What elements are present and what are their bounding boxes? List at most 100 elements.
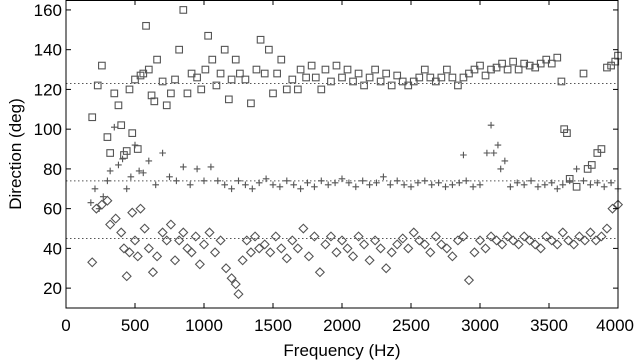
square-marker xyxy=(110,89,119,98)
diamond-marker xyxy=(574,231,585,242)
square-marker xyxy=(503,65,512,74)
diamond-marker xyxy=(364,255,375,266)
diamond-marker xyxy=(226,273,237,284)
diamond-marker xyxy=(194,259,205,270)
square-marker xyxy=(128,129,137,137)
square-marker xyxy=(349,77,357,86)
diamond-marker xyxy=(186,247,197,258)
square-marker xyxy=(327,77,335,86)
square-marker xyxy=(204,31,212,40)
diamond-marker xyxy=(381,263,392,274)
plus-marker xyxy=(460,151,467,159)
diamond-marker xyxy=(392,239,403,250)
diamond-marker xyxy=(552,239,563,250)
square-marker xyxy=(404,81,413,90)
diamond-marker xyxy=(386,247,397,258)
diamond-marker xyxy=(359,239,370,250)
square-marker xyxy=(542,55,551,64)
y-tick-label: 20 xyxy=(43,279,62,298)
square-marker xyxy=(247,99,255,108)
diamond-marker xyxy=(557,227,568,238)
diamond-marker xyxy=(121,271,132,282)
square-marker xyxy=(354,69,363,78)
diamond-marker xyxy=(157,227,168,238)
y-tick-label: 120 xyxy=(34,80,62,99)
plus-marker xyxy=(387,181,394,189)
diamond-marker xyxy=(204,227,215,238)
diamond-marker xyxy=(596,231,607,242)
plus-marker xyxy=(228,185,235,193)
square-marker xyxy=(277,55,286,64)
plus-marker xyxy=(111,123,118,131)
diamond-marker xyxy=(403,243,414,254)
square-marker xyxy=(117,121,126,130)
square-marker xyxy=(282,85,291,94)
diamond-marker xyxy=(408,227,419,238)
diamond-marker xyxy=(524,235,535,246)
plus-marker xyxy=(490,149,498,157)
square-marker xyxy=(520,59,529,68)
plus-marker xyxy=(507,183,514,191)
x-axis: 0 500 1000 1500 2000 2500 3000 3500 4000 xyxy=(61,0,634,335)
plus-marker xyxy=(483,149,491,157)
plus-marker xyxy=(580,177,587,185)
diamond-marker xyxy=(270,231,281,242)
square-marker xyxy=(431,77,440,86)
square-marker xyxy=(265,45,273,54)
y-tick-label: 40 xyxy=(43,239,62,258)
square-marker xyxy=(426,73,435,82)
plus-marker xyxy=(159,149,166,157)
square-marker xyxy=(208,55,217,64)
diamond-marker xyxy=(143,243,154,254)
diamond-marker xyxy=(249,231,261,242)
square-marker xyxy=(492,63,501,72)
diamond-marker xyxy=(474,235,486,246)
diamond-marker xyxy=(165,219,176,230)
plus-marker xyxy=(476,181,484,189)
square-marker xyxy=(443,65,451,74)
y-axis: 20 40 60 80 100 120 140 160 xyxy=(34,1,618,298)
diamond-marker xyxy=(127,207,138,218)
square-marker xyxy=(307,61,316,70)
square-marker xyxy=(572,182,581,191)
diamond-marker xyxy=(607,203,618,214)
plus-marker xyxy=(359,177,366,185)
diamond-marker xyxy=(259,239,270,250)
square-marker xyxy=(525,61,534,70)
square-marker xyxy=(88,113,97,122)
diamond-marker xyxy=(447,251,458,262)
y-tick-label: 100 xyxy=(34,120,62,139)
square-marker xyxy=(311,73,320,82)
diamond-marker xyxy=(579,235,590,246)
diamond-marker xyxy=(601,223,613,234)
square-marker xyxy=(197,85,206,94)
diamond-marker xyxy=(336,235,348,246)
plus-marker xyxy=(106,167,114,175)
x-tick-label: 4000 xyxy=(596,316,634,335)
plus-marker xyxy=(297,185,304,193)
diamond-marker xyxy=(331,247,342,258)
square-marker xyxy=(476,61,484,70)
square-marker xyxy=(162,101,171,110)
square-marker xyxy=(269,89,277,98)
plus-marker xyxy=(91,185,99,193)
square-marker xyxy=(98,61,106,70)
diamond-marker xyxy=(375,243,386,254)
diamond-marker xyxy=(320,239,331,250)
square-marker xyxy=(260,69,269,78)
diamond-marker xyxy=(209,247,221,258)
square-marker xyxy=(133,145,142,153)
plus-marker xyxy=(249,185,256,193)
plus-marker xyxy=(494,141,502,149)
plus-marker xyxy=(449,181,456,189)
plus-marker xyxy=(135,167,143,175)
diamond-marker xyxy=(91,203,102,214)
diamond-marker xyxy=(221,263,232,274)
diamond-marker xyxy=(132,251,143,262)
diamond-marker xyxy=(463,275,475,286)
plus-marker xyxy=(442,183,449,191)
x-tick-label: 0 xyxy=(61,316,70,335)
plus-marker xyxy=(373,179,380,187)
diamond-marker xyxy=(497,239,508,250)
diamond-marker xyxy=(397,233,408,244)
